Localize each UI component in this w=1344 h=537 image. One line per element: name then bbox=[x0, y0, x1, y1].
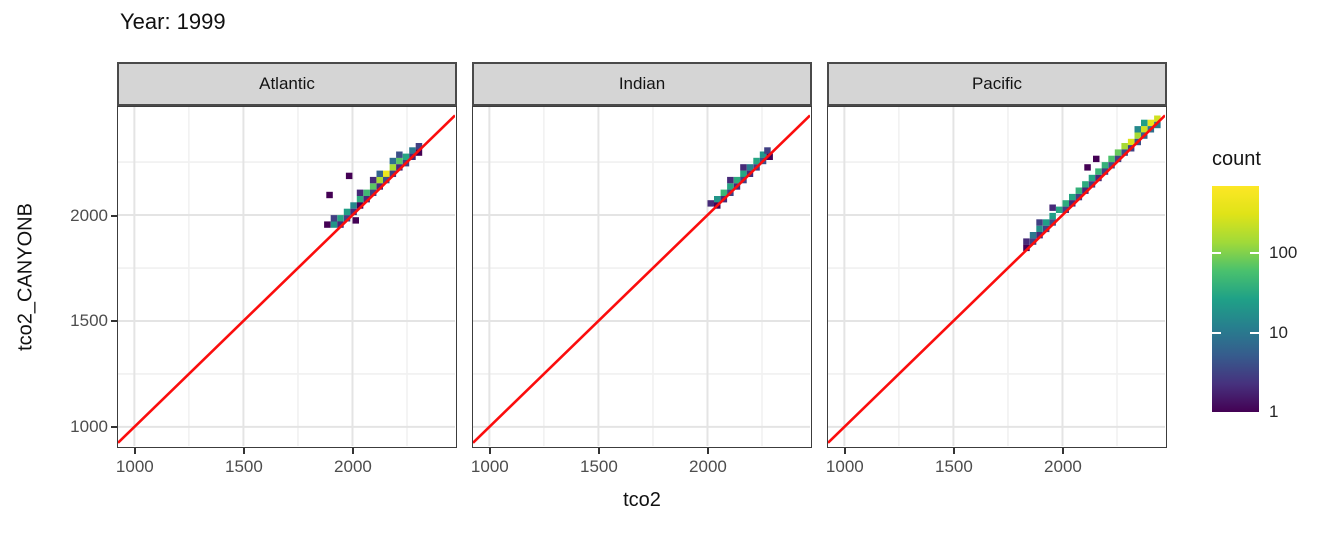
x-tick-mark bbox=[488, 448, 491, 454]
facet-strip-pacific: Pacific bbox=[827, 62, 1167, 106]
x-tick-label: 1000 bbox=[115, 457, 154, 476]
facet-atlantic: Atlantic bbox=[117, 62, 457, 448]
y-tick-label: 1500 bbox=[70, 311, 108, 331]
legend-title: count bbox=[1212, 148, 1261, 170]
facet-strip-label: Indian bbox=[618, 74, 666, 93]
legend-colorbar bbox=[1212, 186, 1259, 412]
panel-indian bbox=[472, 106, 812, 448]
facet-strip-atlantic: Atlantic bbox=[117, 62, 457, 106]
x-tick-label: 1500 bbox=[934, 457, 973, 476]
legend-tick-mark bbox=[1250, 252, 1259, 255]
panel-plot-area-indian bbox=[473, 107, 810, 446]
x-axis-title: tco2 bbox=[623, 489, 661, 511]
panel-pacific bbox=[827, 106, 1167, 448]
panel-plot-area-atlantic bbox=[118, 107, 455, 446]
y-tick-label: 2000 bbox=[70, 205, 108, 225]
x-tick-mark bbox=[843, 448, 846, 454]
legend-tick-label: 100 bbox=[1269, 243, 1298, 263]
x-tick-label: 2000 bbox=[689, 457, 727, 476]
legend-tick-label: 10 bbox=[1269, 322, 1288, 342]
facet-strip-indian: Indian bbox=[472, 62, 812, 106]
x-tick-label: 2000 bbox=[334, 457, 372, 476]
legend-tick-mark bbox=[1250, 331, 1259, 334]
y-tick-mark bbox=[111, 426, 117, 429]
legend-tick-mark bbox=[1212, 252, 1221, 255]
x-tick-label: 1500 bbox=[579, 457, 618, 476]
y-tick-mark bbox=[111, 214, 117, 217]
legend-tick-mark bbox=[1212, 331, 1221, 334]
x-tick-label: 1000 bbox=[825, 457, 864, 476]
x-tick-mark bbox=[351, 448, 354, 454]
panel-plot-area-pacific bbox=[828, 107, 1165, 446]
y-tick-mark bbox=[111, 320, 117, 323]
facet-indian: Indian bbox=[472, 62, 812, 448]
facet-strip-label: Atlantic bbox=[259, 74, 315, 93]
x-tick-mark bbox=[133, 448, 136, 454]
x-tick-label: 2000 bbox=[1044, 457, 1082, 476]
y-tick-label: 1000 bbox=[70, 417, 108, 437]
facet-strip-label: Pacific bbox=[971, 74, 1023, 93]
x-tick-label: 1500 bbox=[224, 457, 263, 476]
facet-pacific: Pacific bbox=[827, 62, 1167, 448]
x-tick-mark bbox=[952, 448, 955, 454]
plot-title: Year: 1999 bbox=[120, 9, 226, 34]
x-tick-mark bbox=[706, 448, 709, 454]
x-tick-mark bbox=[1061, 448, 1064, 454]
x-tick-mark bbox=[242, 448, 245, 454]
x-tick-mark bbox=[597, 448, 600, 454]
legend: count 1 10 100 bbox=[1212, 148, 1342, 421]
x-tick-label: 1000 bbox=[470, 457, 509, 476]
y-axis-title: tco2_CANYONB bbox=[14, 203, 37, 351]
panel-atlantic bbox=[117, 106, 457, 448]
legend-tick-label: 1 bbox=[1269, 402, 1279, 421]
